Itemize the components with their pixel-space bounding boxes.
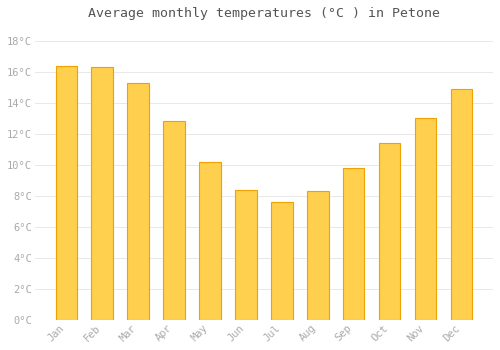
Bar (307, 191, 328, 320)
Bar (92, 67, 113, 320)
Bar (164, 121, 185, 320)
Bar (128, 83, 149, 320)
Bar (343, 168, 364, 320)
Bar (235, 190, 256, 320)
Bar (56, 65, 77, 320)
Title: Average monthly temperatures (°C ) in Petone: Average monthly temperatures (°C ) in Pe… (88, 7, 440, 20)
Bar (271, 202, 292, 320)
Bar (450, 89, 472, 320)
Bar (415, 118, 436, 320)
Bar (379, 143, 400, 320)
Bar (199, 162, 221, 320)
